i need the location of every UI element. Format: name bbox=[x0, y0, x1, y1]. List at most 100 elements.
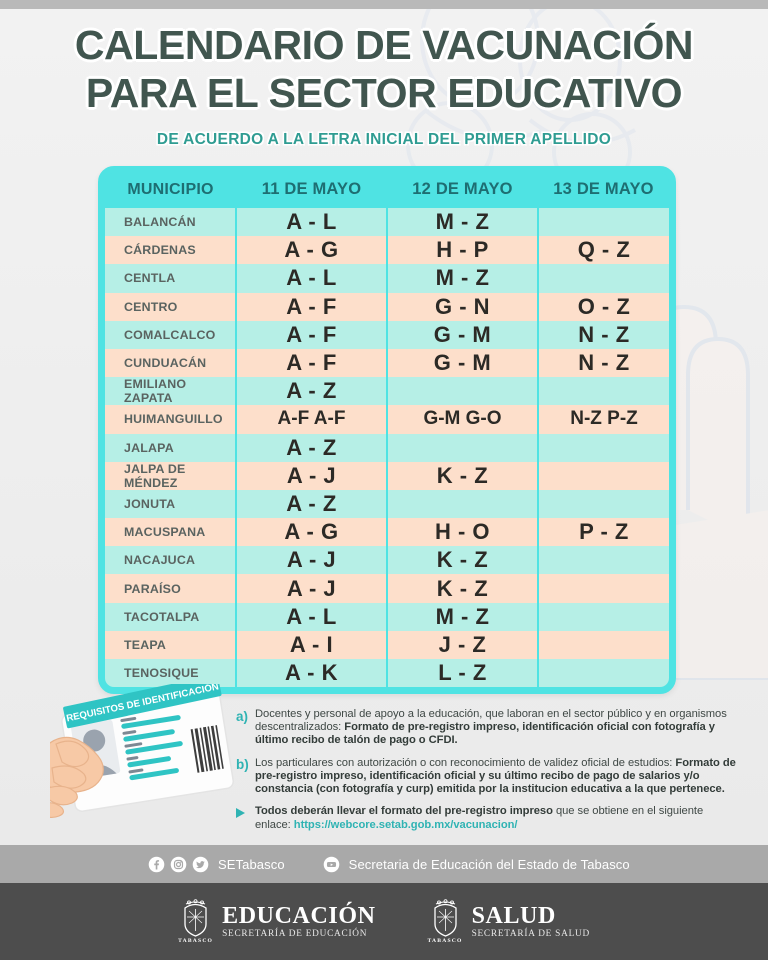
cell-day-2: G - M bbox=[386, 348, 538, 378]
salud-crest-state: TABASCO bbox=[427, 938, 463, 945]
cell-day-3: N - Z bbox=[537, 320, 669, 349]
title-line-1: CALENDARIO DE VACUNACIÓN bbox=[74, 22, 694, 68]
note-b-text-bold: Formato de pre-registro impreso, identif… bbox=[255, 756, 736, 796]
requirements-notes: a) Docentes y personal de apoyo a la edu… bbox=[236, 708, 736, 841]
title-line-2: PARA EL SECTOR EDUCATIVO bbox=[85, 69, 683, 116]
note-a: a) Docentes y personal de apoyo a la edu… bbox=[236, 708, 736, 748]
table-row: JONUTA A - Z bbox=[105, 489, 669, 519]
cell-day-2 bbox=[386, 489, 538, 519]
cell-day-2: H - O bbox=[386, 518, 538, 547]
youtube-label: Secretaria de Educación del Estado de Ta… bbox=[348, 856, 630, 872]
cell-day-2: K - Z bbox=[386, 461, 538, 490]
instagram-icon[interactable] bbox=[170, 856, 187, 873]
column-header-day-3: 13 DE MAYO bbox=[538, 173, 669, 208]
cell-day-3: P - Z bbox=[537, 518, 669, 547]
cell-day-2 bbox=[386, 433, 538, 462]
cell-day-1: A - G bbox=[235, 518, 387, 547]
cell-day-1: A - L bbox=[235, 602, 387, 631]
note-b: b) Los particulares con autorización o c… bbox=[236, 757, 736, 797]
note-c: Todos deberán llevar el formato del pre-… bbox=[236, 805, 736, 831]
note-c-text-plain: que se obtiene en el siguiente enlace: bbox=[255, 805, 704, 831]
cell-day-3 bbox=[537, 546, 669, 575]
cell-municipio: NACAJUCA bbox=[105, 546, 236, 575]
pre-registration-link[interactable]: https://webcore.setab.gob.mx/vacunacion/ bbox=[293, 818, 518, 831]
note-b-body: Los particulares con autorización o con … bbox=[255, 757, 736, 797]
cell-day-3 bbox=[537, 461, 669, 490]
cell-municipio: JONUTA bbox=[105, 489, 236, 519]
table-header-row: MUNICIPIO 11 DE MAYO 12 DE MAYO 13 DE MA… bbox=[105, 173, 669, 208]
cell-municipio: PARAÍSO bbox=[105, 574, 236, 603]
top-strip bbox=[0, 0, 768, 9]
calendar-table: MUNICIPIO 11 DE MAYO 12 DE MAYO 13 DE MA… bbox=[105, 173, 669, 688]
cell-municipio: MACUSPANA bbox=[105, 518, 236, 547]
cell-day-3 bbox=[537, 602, 669, 631]
cell-day-1: A - J bbox=[235, 546, 387, 575]
facebook-icon[interactable] bbox=[148, 856, 165, 873]
cell-day-2: H - P bbox=[386, 236, 538, 265]
note-a-text-bold: Formato de pre-registro impreso, identif… bbox=[255, 721, 715, 747]
cell-day-3 bbox=[537, 630, 669, 659]
salud-logo: TABASCO SALUD SECRETARÍA DE SALUD bbox=[427, 899, 590, 945]
cell-day-2: J - Z bbox=[386, 630, 538, 659]
cell-day-1: A - Z bbox=[235, 433, 387, 462]
tabasco-crest-icon bbox=[184, 899, 207, 937]
note-c-body: Todos deberán llevar el formato del pre-… bbox=[255, 805, 736, 831]
id-card-illustration: REQUISITOS DE IDENTIFICACIÓN bbox=[50, 684, 234, 819]
cell-day-3 bbox=[537, 377, 669, 406]
social-media-bar: SETabasco Secretaria de Educación del Es… bbox=[0, 845, 768, 883]
cell-municipio: CÁRDENAS bbox=[105, 236, 236, 265]
social-handle-label: SETabasco bbox=[218, 856, 285, 872]
cell-day-3: N-Z P-Z bbox=[537, 405, 669, 434]
social-handle-group: SETabasco bbox=[148, 856, 285, 873]
cell-municipio: COMALCALCO bbox=[105, 320, 236, 349]
cell-day-3 bbox=[537, 489, 669, 519]
note-a-body: Docentes y personal de apoyo a la educac… bbox=[255, 708, 736, 748]
cell-day-1: A - J bbox=[235, 461, 387, 490]
cell-day-1: A - Z bbox=[235, 377, 387, 406]
educacion-logo: TABASCO EDUCACIÓN SECRETARÍA DE EDUCACIÓ… bbox=[178, 899, 375, 945]
table-row: HUIMANGUILLO A-F A-F G-M G-O N-Z P-Z bbox=[105, 405, 669, 434]
page-title: CALENDARIO DE VACUNACIÓN PARA EL SECTOR … bbox=[0, 22, 768, 149]
note-a-marker: a) bbox=[236, 708, 249, 724]
cell-municipio: TEAPA bbox=[105, 630, 236, 659]
cell-day-1: A - F bbox=[235, 320, 387, 349]
cell-day-2: K - Z bbox=[386, 546, 538, 575]
column-header-day-2: 12 DE MAYO bbox=[387, 173, 538, 208]
salud-logo-text: SALUD SECRETARÍA DE SALUD bbox=[471, 902, 590, 940]
salud-logo-subtitle: SECRETARÍA DE SALUD bbox=[471, 929, 590, 940]
column-header-day-1: 11 DE MAYO bbox=[236, 173, 387, 208]
cell-municipio: BALANCÁN bbox=[105, 208, 236, 237]
salud-crest-wrap: TABASCO bbox=[427, 899, 463, 945]
cell-day-3 bbox=[537, 659, 669, 688]
note-b-marker: b) bbox=[236, 757, 249, 773]
cell-day-2: K - Z bbox=[386, 574, 538, 603]
educacion-logo-subtitle: SECRETARÍA DE EDUCACIÓN bbox=[222, 929, 368, 940]
cell-municipio: EMILIANO ZAPATA bbox=[105, 377, 236, 406]
cell-day-3: O - Z bbox=[537, 292, 669, 321]
cell-day-2: M - Z bbox=[386, 208, 538, 237]
cell-day-1: A - K bbox=[235, 659, 387, 688]
cell-municipio: TENOSIQUE bbox=[105, 659, 236, 688]
salud-logo-title: SALUD bbox=[471, 902, 556, 929]
twitter-icon[interactable] bbox=[192, 856, 209, 873]
cell-day-1: A - F bbox=[235, 348, 387, 378]
cell-municipio: CENTLA bbox=[105, 264, 236, 293]
table-row: JALAPA A - Z bbox=[105, 433, 669, 462]
cell-day-2: G-M G-O bbox=[386, 405, 538, 434]
cell-day-2 bbox=[386, 377, 538, 406]
cell-day-1: A - G bbox=[235, 236, 387, 265]
educacion-crest-state: TABASCO bbox=[178, 938, 214, 945]
page-subtitle: DE ACUERDO A LA LETRA INICIAL DEL PRIMER… bbox=[156, 131, 612, 149]
cell-day-3: Q - Z bbox=[537, 236, 669, 265]
youtube-icon[interactable] bbox=[323, 856, 340, 873]
cell-municipio: CUNDUACÁN bbox=[105, 348, 236, 378]
